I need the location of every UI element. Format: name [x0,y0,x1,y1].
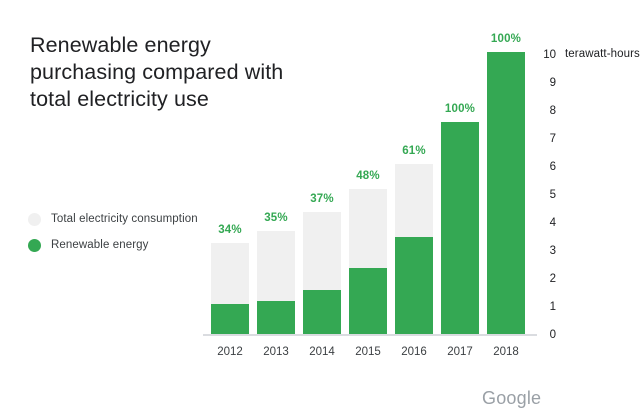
bar-renewable-2018 [487,52,525,335]
y-axis-tick-5: 5 [549,189,556,201]
renewable-energy-dot-icon [28,238,41,252]
y-axis-tick-2: 2 [549,273,556,285]
bar-renewable-2015 [349,267,387,335]
legend-item-renewable: Renewable energy [28,232,198,258]
chart-title-line-1: Renewable energy [30,33,211,57]
chart-title-line-2: purchasing compared with [30,60,284,84]
y-axis-tick-7: 7 [549,133,556,145]
bar-renewable-2014 [303,290,341,335]
x-axis-label-2015: 2015 [355,346,381,358]
total-electricity-dot-icon [28,212,41,226]
bar-renewable-2012 [211,304,249,335]
y-axis-tick-6: 6 [549,161,556,173]
legend-label-total: Total electricity consumption [51,213,198,225]
y-axis-tick-0: 0 [549,329,556,341]
percent-label-2015: 48% [356,170,380,183]
google-logo: Google [482,388,542,408]
y-axis-tick-9: 9 [549,77,556,89]
percent-label-2014: 37% [310,192,334,205]
bar-renewable-2013 [257,301,295,335]
x-axis-label-2018: 2018 [493,346,519,358]
x-axis-label-2013: 2013 [263,346,289,358]
percent-label-2013: 35% [264,212,288,225]
bar-renewable-2016 [395,237,433,335]
x-axis-label-2012: 2012 [217,346,243,358]
x-axis-label-2017: 2017 [447,346,473,358]
chart-title-line-3: total electricity use [30,87,209,111]
y-axis-tick-10: 10 [543,49,556,61]
y-axis-tick-3: 3 [549,245,556,257]
x-axis-baseline [203,334,537,336]
percent-label-2012: 34% [218,223,242,236]
legend-label-renewable: Renewable energy [51,239,149,251]
x-axis-label-2016: 2016 [401,346,427,358]
y-axis-tick-1: 1 [549,301,556,313]
x-axis-label-2014: 2014 [309,346,335,358]
legend: Total electricity consumption Renewable … [28,206,198,258]
legend-item-total: Total electricity consumption [28,206,198,232]
percent-label-2016: 61% [402,145,426,158]
percent-label-2018: 100% [490,33,522,46]
percent-label-2017: 100% [444,103,476,116]
y-axis-tick-4: 4 [549,217,556,229]
y-axis-tick-8: 8 [549,105,556,117]
chart-title: Renewable energy purchasing compared wit… [30,32,310,113]
y-axis-unit-label: terawatt-hours [565,48,640,60]
bar-renewable-2017 [441,122,479,335]
